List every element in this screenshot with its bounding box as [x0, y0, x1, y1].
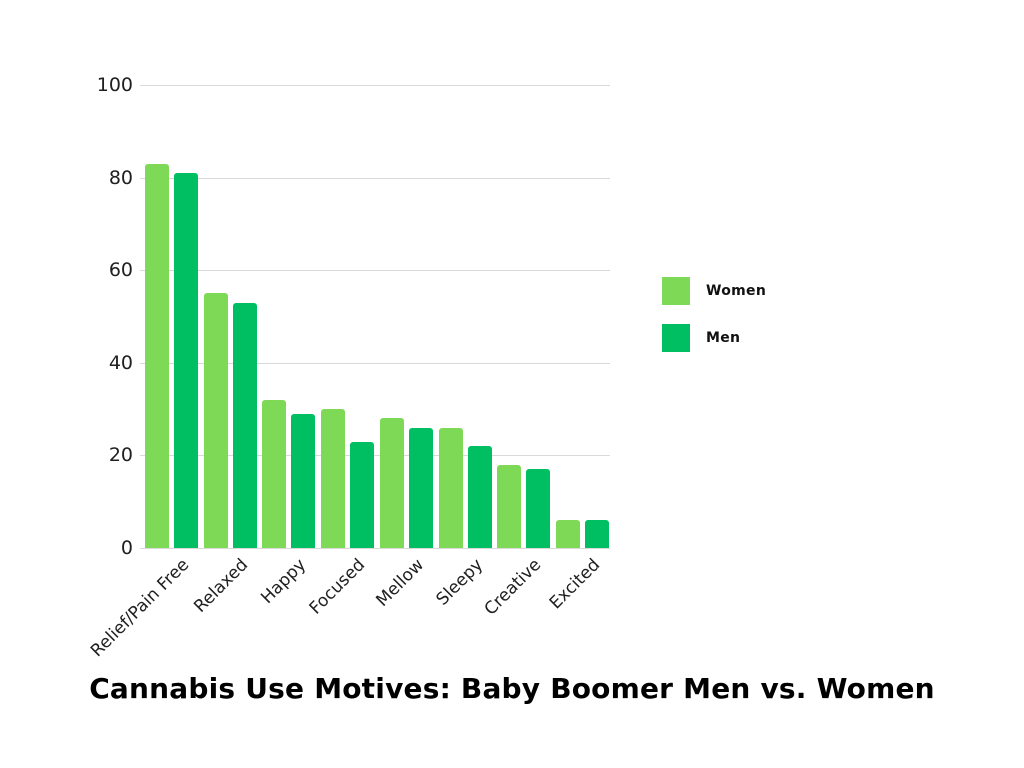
legend-swatch-men	[662, 324, 690, 352]
y-tick-label: 20	[108, 444, 133, 467]
bar-men-1	[174, 172, 198, 548]
bar-women-1	[145, 163, 169, 548]
y-tick-label: 40	[108, 351, 133, 374]
legend-item-men: Men	[662, 324, 766, 352]
bar-men-8	[584, 520, 609, 548]
bar-men-5	[408, 427, 433, 548]
bar-women-5	[379, 418, 404, 548]
chart-title: Cannabis Use Motives: Baby Boomer Men vs…	[89, 672, 935, 705]
bar-women-8	[555, 520, 580, 548]
legend-item-women: Women	[662, 277, 766, 305]
bar-women-2	[203, 293, 228, 548]
bar-men-3	[291, 413, 316, 548]
plot-area	[140, 85, 610, 549]
bar-men-7	[526, 469, 551, 548]
gridline	[140, 548, 610, 549]
y-tick-label: 100	[96, 74, 133, 96]
legend: Women Men	[662, 277, 766, 371]
y-tick-label: 60	[108, 259, 133, 282]
bar-men-4	[350, 441, 375, 548]
legend-label-women: Women	[706, 283, 767, 299]
gridline	[140, 455, 610, 457]
gridline	[140, 177, 610, 179]
bar-women-3	[262, 399, 287, 548]
gridline	[140, 270, 610, 272]
bar-women-4	[321, 409, 346, 548]
x-tick-label: Relief/Pain Free	[87, 555, 194, 662]
gridline	[140, 85, 610, 86]
bar-women-6	[438, 427, 463, 548]
y-tick-label: 0	[120, 537, 133, 559]
legend-swatch-women	[662, 277, 690, 305]
bar-men-6	[467, 446, 492, 548]
bar-women-7	[497, 464, 522, 548]
y-tick-label: 80	[108, 166, 133, 189]
gridline	[140, 362, 610, 364]
bar-men-2	[232, 302, 257, 548]
legend-label-men: Men	[706, 330, 741, 346]
